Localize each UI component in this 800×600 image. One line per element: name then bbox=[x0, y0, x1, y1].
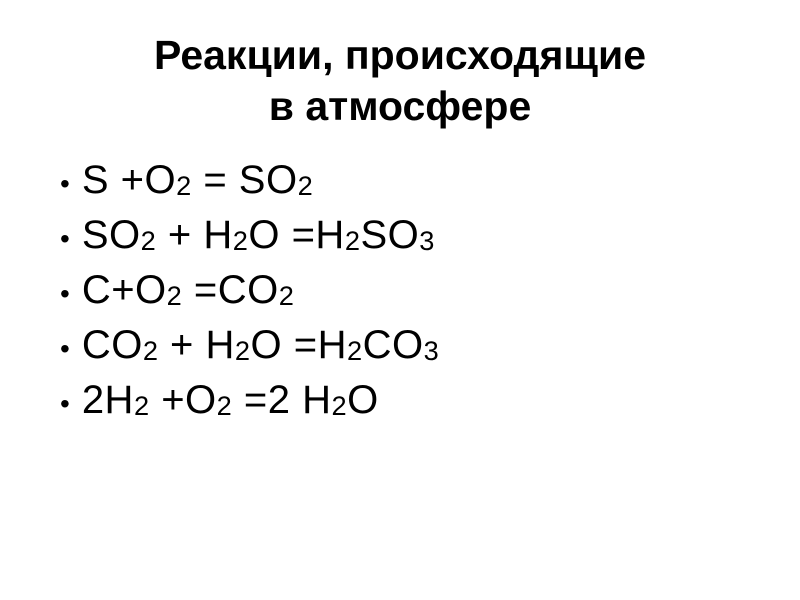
formula-text: =2 H bbox=[232, 378, 331, 422]
reaction-item: •2H2 +O2 =2 H2O bbox=[60, 378, 760, 423]
formula-text: S +O bbox=[82, 158, 176, 202]
reaction-item: •S +O2 = SO2 bbox=[60, 158, 760, 203]
formula-text: + H bbox=[156, 213, 232, 257]
subscript: 3 bbox=[419, 225, 435, 256]
formula-text: = SO bbox=[192, 158, 298, 202]
formula-text: O =H bbox=[248, 213, 344, 257]
formula-text: + H bbox=[158, 323, 234, 367]
subscript: 2 bbox=[176, 170, 192, 201]
subscript: 2 bbox=[167, 280, 183, 311]
reaction-formula: CO2 + H2O =H2CO3 bbox=[82, 323, 439, 368]
reaction-item: •CO2 + H2O =H2CO3 bbox=[60, 323, 760, 368]
reaction-formula: S +O2 = SO2 bbox=[82, 158, 313, 203]
subscript: 2 bbox=[345, 225, 361, 256]
reaction-formula: C+O2 =CO2 bbox=[82, 268, 295, 313]
formula-text: CO bbox=[82, 323, 143, 367]
formula-text: =CO bbox=[182, 268, 278, 312]
subscript: 2 bbox=[143, 335, 159, 366]
formula-text: +O bbox=[150, 378, 217, 422]
reaction-formula: SO2 + H2O =H2SO3 bbox=[82, 213, 435, 258]
title-line-2: в атмосфере bbox=[269, 83, 532, 129]
subscript: 3 bbox=[424, 335, 440, 366]
subscript: 2 bbox=[141, 225, 157, 256]
reaction-item: •C+O2 =CO2 bbox=[60, 268, 760, 313]
subscript: 2 bbox=[235, 335, 251, 366]
subscript: 2 bbox=[233, 225, 249, 256]
formula-text: SO bbox=[360, 213, 419, 257]
reaction-formula: 2H2 +O2 =2 H2O bbox=[82, 378, 379, 423]
subscript: 2 bbox=[298, 170, 314, 201]
subscript: 2 bbox=[279, 280, 295, 311]
reactions-list: •S +O2 = SO2•SO2 + H2O =H2SO3•C+O2 =CO2•… bbox=[40, 158, 760, 423]
subscript: 2 bbox=[217, 390, 233, 421]
subscript: 2 bbox=[332, 390, 348, 421]
formula-text: CO bbox=[363, 323, 424, 367]
reaction-item: •SO2 + H2O =H2SO3 bbox=[60, 213, 760, 258]
formula-text: C+O bbox=[82, 268, 167, 312]
bullet-icon: • bbox=[60, 170, 70, 198]
bullet-icon: • bbox=[60, 280, 70, 308]
bullet-icon: • bbox=[60, 335, 70, 363]
bullet-icon: • bbox=[60, 225, 70, 253]
subscript: 2 bbox=[134, 390, 150, 421]
bullet-icon: • bbox=[60, 390, 70, 418]
formula-text: SO bbox=[82, 213, 141, 257]
title-line-1: Реакции, происходящие bbox=[154, 32, 646, 78]
formula-text: O =H bbox=[251, 323, 347, 367]
page-title: Реакции, происходящие в атмосфере bbox=[40, 30, 760, 133]
formula-text: 2H bbox=[82, 378, 134, 422]
subscript: 2 bbox=[347, 335, 363, 366]
formula-text: O bbox=[347, 378, 379, 422]
